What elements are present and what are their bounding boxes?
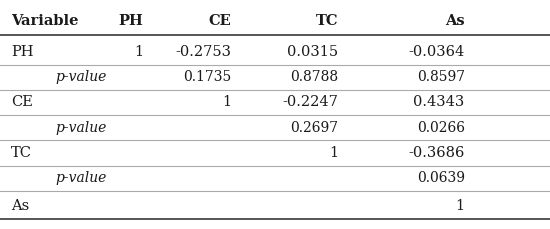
Text: -0.0364: -0.0364: [409, 45, 465, 58]
Text: CE: CE: [11, 95, 33, 109]
Text: CE: CE: [208, 14, 231, 27]
Text: 0.8788: 0.8788: [290, 70, 338, 84]
Text: 0.0315: 0.0315: [287, 45, 338, 58]
Text: 0.8597: 0.8597: [417, 70, 465, 84]
Text: 0.0266: 0.0266: [417, 120, 465, 134]
Text: 0.4343: 0.4343: [414, 95, 465, 109]
Text: -0.2753: -0.2753: [175, 45, 231, 58]
Text: PH: PH: [11, 45, 34, 58]
Text: 1: 1: [134, 45, 143, 58]
Text: 1: 1: [329, 145, 338, 159]
Text: 0.0639: 0.0639: [417, 171, 465, 184]
Text: Variable: Variable: [11, 14, 79, 27]
Text: p-value: p-value: [55, 120, 106, 134]
Text: As: As: [11, 198, 29, 212]
Text: TC: TC: [11, 145, 32, 159]
Text: TC: TC: [316, 14, 338, 27]
Text: -0.2247: -0.2247: [282, 95, 338, 109]
Text: p-value: p-value: [55, 70, 106, 84]
Text: PH: PH: [118, 14, 143, 27]
Text: -0.3686: -0.3686: [408, 145, 465, 159]
Text: 0.2697: 0.2697: [290, 120, 338, 134]
Text: 1: 1: [455, 198, 465, 212]
Text: 0.1735: 0.1735: [183, 70, 231, 84]
Text: As: As: [445, 14, 465, 27]
Text: 1: 1: [222, 95, 231, 109]
Text: p-value: p-value: [55, 171, 106, 184]
